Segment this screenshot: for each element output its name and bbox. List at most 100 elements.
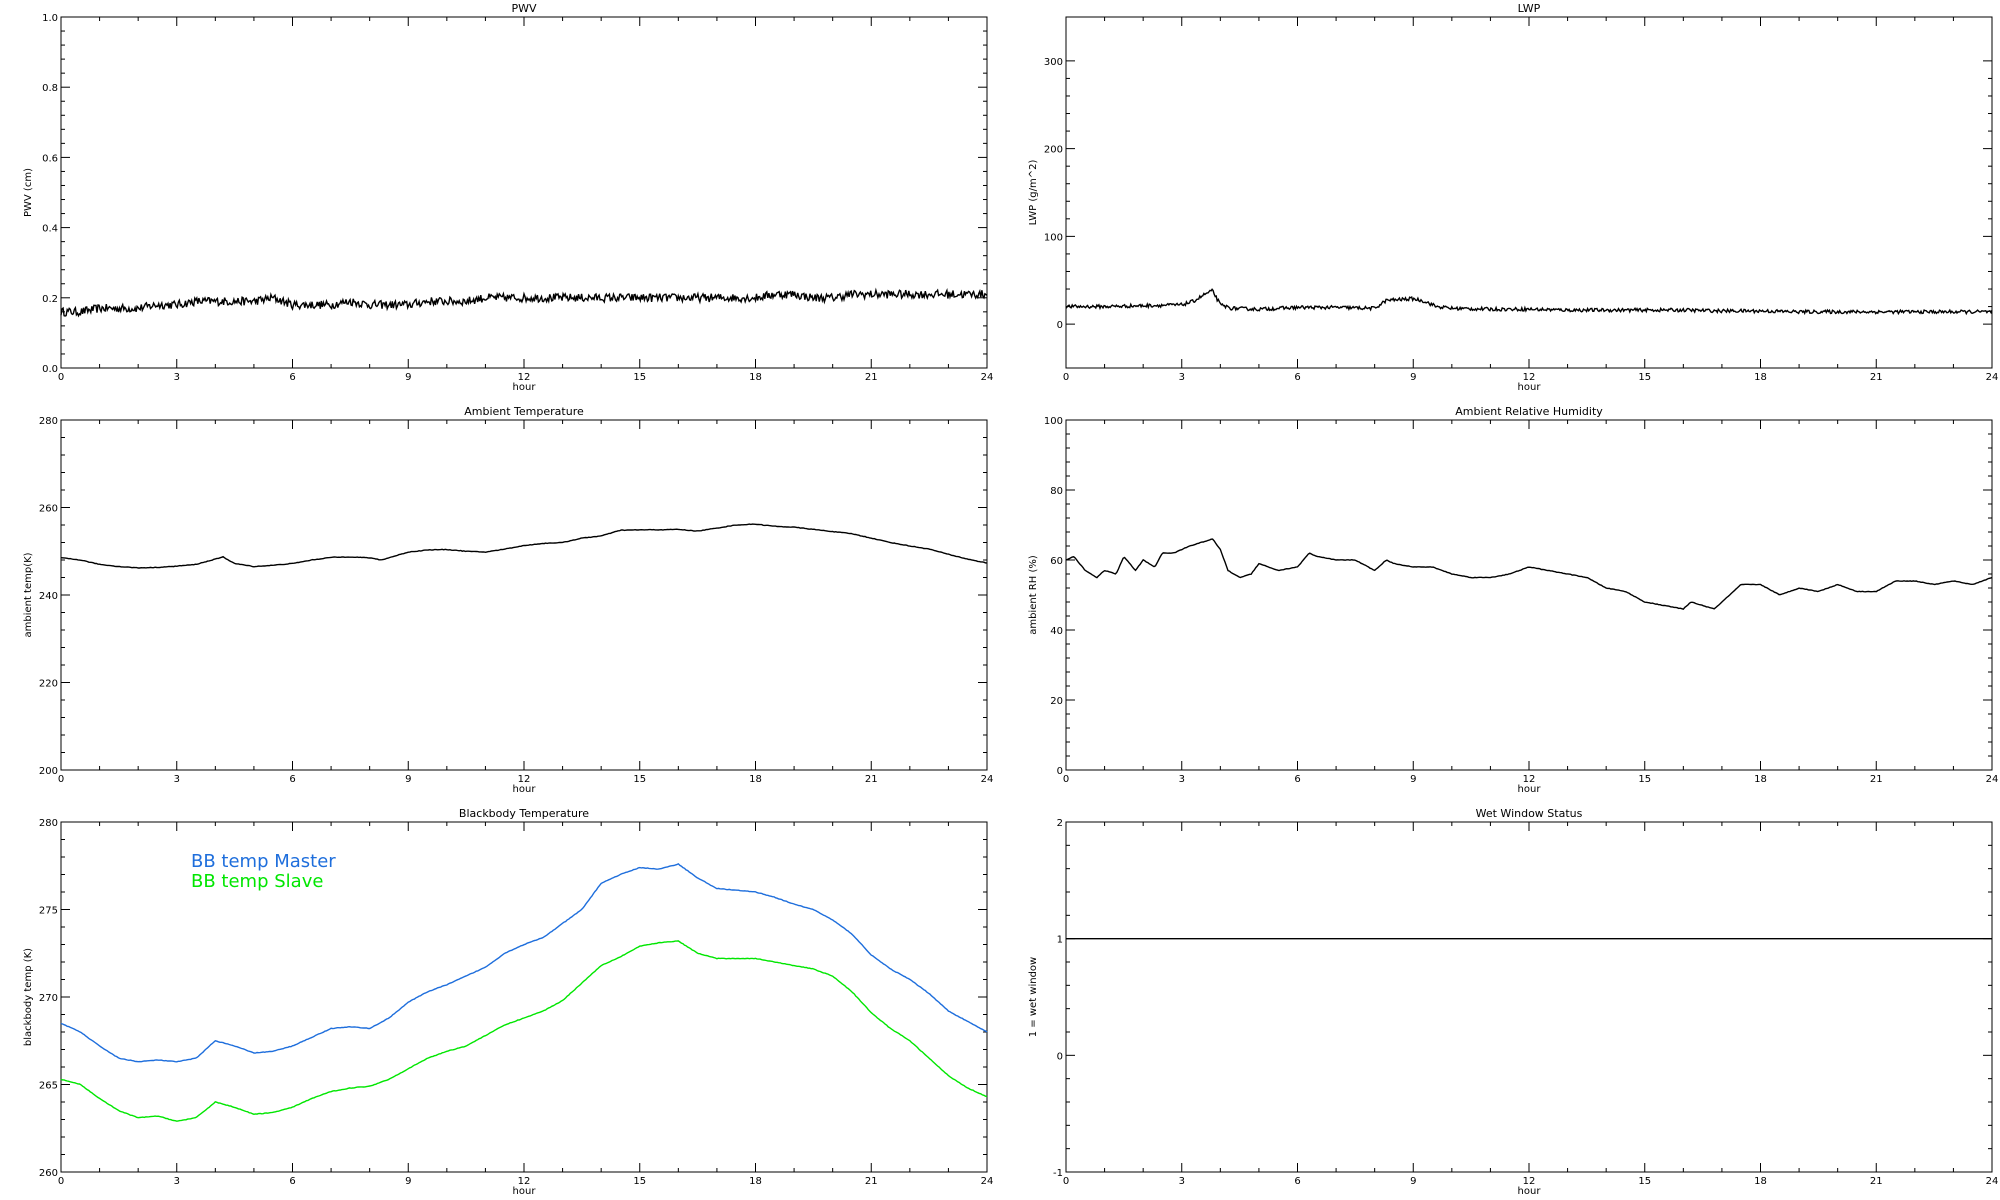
y-tick-label: 1.0 (42, 13, 58, 24)
x-tick-label: 18 (749, 1176, 762, 1187)
y-axis-label: blackbody temp (K) (23, 948, 34, 1046)
x-tick-label: 21 (865, 774, 878, 785)
x-tick-label: 0 (1063, 774, 1069, 785)
x-tick-label: 6 (1294, 774, 1300, 785)
y-tick-label: 260 (39, 504, 58, 515)
x-tick-label: 24 (981, 1176, 994, 1187)
chart-title: LWP (1518, 2, 1541, 15)
x-tick-label: 15 (633, 1176, 646, 1187)
y-tick-label: 100 (1044, 416, 1063, 427)
y-tick-label: 2 (1057, 818, 1063, 829)
chart-title: PWV (511, 2, 537, 15)
x-tick-label: 9 (1410, 774, 1416, 785)
y-tick-label: 0 (1057, 766, 1063, 777)
x-axis-label: hour (513, 784, 537, 795)
plot-frame (60, 16, 988, 369)
x-tick-label: 15 (1638, 1176, 1651, 1187)
series-line (60, 523, 987, 569)
plot-frame (60, 419, 988, 771)
x-tick-label: 9 (405, 1176, 411, 1187)
x-tick-label: 12 (518, 372, 531, 383)
y-tick-label: 0.4 (42, 224, 58, 235)
x-tick-label: 15 (1638, 774, 1651, 785)
x-tick-label: 12 (1523, 372, 1536, 383)
x-tick-label: 24 (1986, 372, 1999, 383)
y-tick-label: -1 (1053, 1168, 1063, 1179)
x-tick-label: 21 (1870, 1176, 1883, 1187)
x-tick-label: 21 (1870, 774, 1883, 785)
x-tick-label: 0 (58, 372, 64, 383)
plot-frame (1065, 821, 1993, 1173)
x-tick-label: 15 (1638, 372, 1651, 383)
y-axis-label: PWV (cm) (23, 168, 34, 217)
x-tick-label: 3 (174, 372, 180, 383)
x-tick-label: 18 (749, 774, 762, 785)
plot-frame (1065, 16, 1993, 369)
x-tick-label: 9 (405, 372, 411, 383)
x-tick-label: 21 (865, 372, 878, 383)
y-tick-label: 200 (1044, 145, 1063, 156)
legend-entry: BB temp Master (191, 851, 336, 872)
chart-title: Blackbody Temperature (459, 807, 589, 820)
plot-frame (1065, 419, 1993, 771)
series-line (1065, 288, 1993, 316)
chart-panel: Ambient Temperature 0 3 6 9 12 15 18 21 24 hour 200… (23, 405, 993, 795)
x-tick-label: 0 (1063, 1176, 1069, 1187)
y-tick-label: 270 (39, 993, 58, 1004)
y-tick-label: 0.2 (42, 294, 58, 305)
series-line (60, 862, 988, 1063)
chart-title: Wet Window Status (1476, 807, 1583, 820)
y-axis-label: LWP (g/m^2) (1028, 160, 1039, 226)
y-tick-label: 0.6 (42, 153, 58, 164)
x-tick-label: 3 (174, 774, 180, 785)
y-tick-label: 60 (1050, 556, 1063, 567)
y-tick-label: 240 (39, 591, 58, 602)
x-axis-label: hour (1518, 382, 1542, 393)
legend-entry: BB temp Slave (191, 871, 323, 892)
x-tick-label: 6 (1294, 1176, 1300, 1187)
y-tick-label: 265 (39, 1081, 58, 1092)
x-tick-label: 3 (1179, 372, 1185, 383)
y-tick-label: 0.8 (42, 83, 58, 94)
x-tick-label: 3 (1179, 1176, 1185, 1187)
y-axis-label: ambient temp(K) (23, 552, 34, 637)
chart-title: Ambient Relative Humidity (1455, 405, 1603, 418)
x-tick-label: 9 (405, 774, 411, 785)
x-tick-label: 21 (865, 1176, 878, 1187)
x-tick-label: 0 (58, 1176, 64, 1187)
x-tick-label: 0 (1063, 372, 1069, 383)
x-tick-label: 15 (633, 372, 646, 383)
x-tick-label: 12 (1523, 1176, 1536, 1187)
chart-panel: Blackbody Temperature 0 3 6 9 12 15 18 21 24 hour 2… (23, 807, 993, 1197)
x-tick-label: 24 (1986, 774, 1999, 785)
x-tick-label: 24 (1986, 1176, 1999, 1187)
x-tick-label: 15 (633, 774, 646, 785)
y-tick-label: 275 (39, 906, 58, 917)
x-tick-label: 12 (518, 774, 531, 785)
y-tick-label: 260 (39, 1168, 58, 1179)
y-tick-label: 20 (1050, 696, 1063, 707)
x-tick-label: 6 (289, 774, 295, 785)
x-tick-label: 24 (981, 372, 994, 383)
x-tick-label: 9 (1410, 372, 1416, 383)
y-tick-label: 280 (39, 818, 58, 829)
chart-panel: LWP 0 3 6 9 12 15 18 21 24 hour 0 100 200 300 LWP (g/m^… (1028, 2, 1998, 393)
y-tick-label: 300 (1044, 57, 1063, 68)
x-axis-label: hour (1518, 1186, 1542, 1197)
chart-title: Ambient Temperature (464, 405, 584, 418)
y-axis-label: 1 = wet window (1028, 957, 1039, 1037)
x-tick-label: 3 (1179, 774, 1185, 785)
x-axis-label: hour (513, 1186, 537, 1197)
y-tick-label: 100 (1044, 232, 1063, 243)
x-tick-label: 24 (981, 774, 994, 785)
x-tick-label: 3 (174, 1176, 180, 1187)
x-tick-label: 12 (1523, 774, 1536, 785)
y-tick-label: 0 (1057, 320, 1063, 331)
x-tick-label: 18 (1754, 1176, 1767, 1187)
series-line (60, 287, 988, 318)
y-tick-label: 0.0 (42, 364, 58, 375)
chart-panel: Ambient Relative Humidity 0 3 6 9 12 15 18 21 24 h… (1028, 405, 1998, 795)
x-tick-label: 6 (289, 372, 295, 383)
